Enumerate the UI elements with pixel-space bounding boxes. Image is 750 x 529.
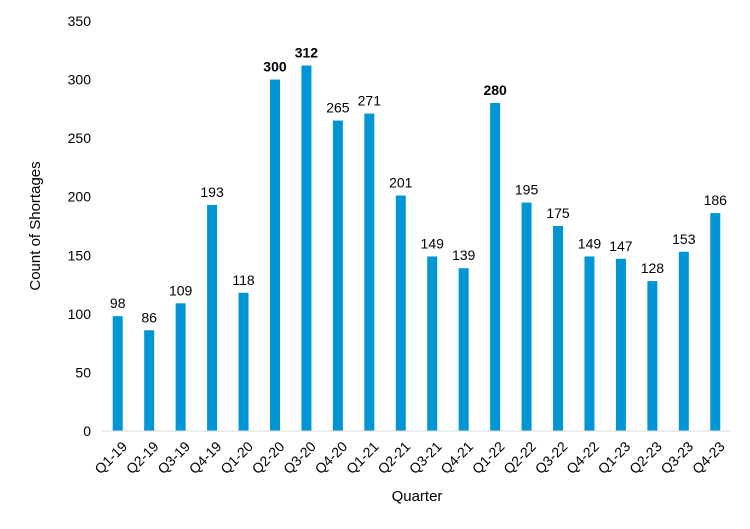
bar-value-label: 147	[609, 238, 633, 254]
y-tick-label: 250	[68, 130, 92, 146]
bar-value-label: 149	[578, 235, 602, 251]
bar	[112, 316, 123, 431]
bar-value-label: 86	[141, 309, 157, 325]
x-tick-label: Q4-21	[437, 438, 476, 477]
bar-value-label: 153	[672, 231, 696, 247]
bars	[112, 65, 721, 432]
bar	[364, 113, 375, 432]
bar-value-label: 201	[389, 175, 413, 191]
x-tick-label: Q1-20	[217, 438, 256, 477]
bar	[458, 268, 469, 431]
bar	[710, 213, 721, 431]
bar-value-label: 280	[483, 82, 507, 98]
bar-value-label: 186	[704, 192, 728, 208]
bar	[144, 330, 155, 431]
y-tick-label: 200	[68, 189, 92, 205]
x-tick-label: Q2-20	[249, 438, 288, 477]
bar	[238, 292, 249, 431]
x-tick-label: Q1-23	[595, 438, 634, 477]
bar	[553, 226, 564, 431]
x-tick-label: Q4-22	[563, 438, 602, 477]
bar-value-label: 149	[421, 235, 445, 251]
x-tick-label: Q1-22	[469, 438, 508, 477]
x-tick-label: Q1-19	[91, 438, 130, 477]
y-tick-label: 150	[68, 247, 92, 263]
bar-value-label: 139	[452, 247, 476, 263]
bar-value-label: 98	[110, 295, 126, 311]
x-axis-title: Quarter	[392, 488, 443, 505]
bar	[175, 303, 186, 431]
bar	[490, 103, 501, 431]
bar	[521, 202, 532, 431]
x-tick-label: Q2-19	[123, 438, 162, 477]
x-axis-ticks: Q1-19Q2-19Q3-19Q4-19Q1-20Q2-20Q3-20Q4-20…	[91, 438, 728, 477]
y-tick-label: 350	[68, 13, 92, 29]
bar-value-label: 118	[232, 272, 255, 288]
bar-value-label: 271	[358, 93, 382, 109]
bar-value-label: 109	[169, 282, 193, 298]
bar-value-label: 265	[326, 100, 350, 116]
bar	[332, 120, 343, 432]
y-axis-ticks: 0 50 100 150 200 250 300 350	[68, 13, 92, 439]
bar-value-label: 128	[641, 260, 665, 276]
x-tick-label: Q3-23	[657, 438, 696, 477]
bar-value-label: 193	[200, 184, 224, 200]
bar	[678, 251, 689, 431]
x-tick-label: Q1-21	[343, 438, 382, 477]
x-tick-label: Q2-21	[374, 438, 413, 477]
y-tick-label: 300	[68, 72, 92, 88]
x-tick-label: Q2-22	[500, 438, 539, 477]
x-tick-label: Q3-19	[154, 438, 193, 477]
x-tick-label: Q4-20	[312, 438, 351, 477]
data-labels: 98 86 109 193 118 300 312 265 271 201 149 139 280 195…	[110, 45, 727, 326]
y-tick-label: 50	[75, 364, 91, 380]
bar	[615, 258, 626, 431]
y-tick-label: 100	[68, 306, 92, 322]
x-tick-label: Q4-23	[689, 438, 728, 477]
bar	[207, 204, 218, 431]
x-tick-label: Q4-19	[186, 438, 225, 477]
x-tick-label: Q3-22	[532, 438, 571, 477]
y-axis-title: Count of Shortages	[27, 161, 44, 290]
bar-value-label: 195	[515, 182, 539, 198]
bar	[395, 195, 406, 431]
y-tick-label: 0	[83, 423, 91, 439]
bar	[269, 79, 280, 432]
x-tick-label: Q2-23	[626, 438, 665, 477]
x-tick-label: Q3-20	[280, 438, 319, 477]
x-tick-label: Q3-21	[406, 438, 445, 477]
bar-value-label: 175	[546, 205, 570, 221]
bar	[584, 256, 595, 431]
bar	[427, 256, 438, 431]
bar-value-label: 300	[263, 59, 287, 75]
bar	[647, 281, 658, 431]
bar-value-label: 312	[295, 45, 319, 61]
bar	[301, 65, 312, 431]
